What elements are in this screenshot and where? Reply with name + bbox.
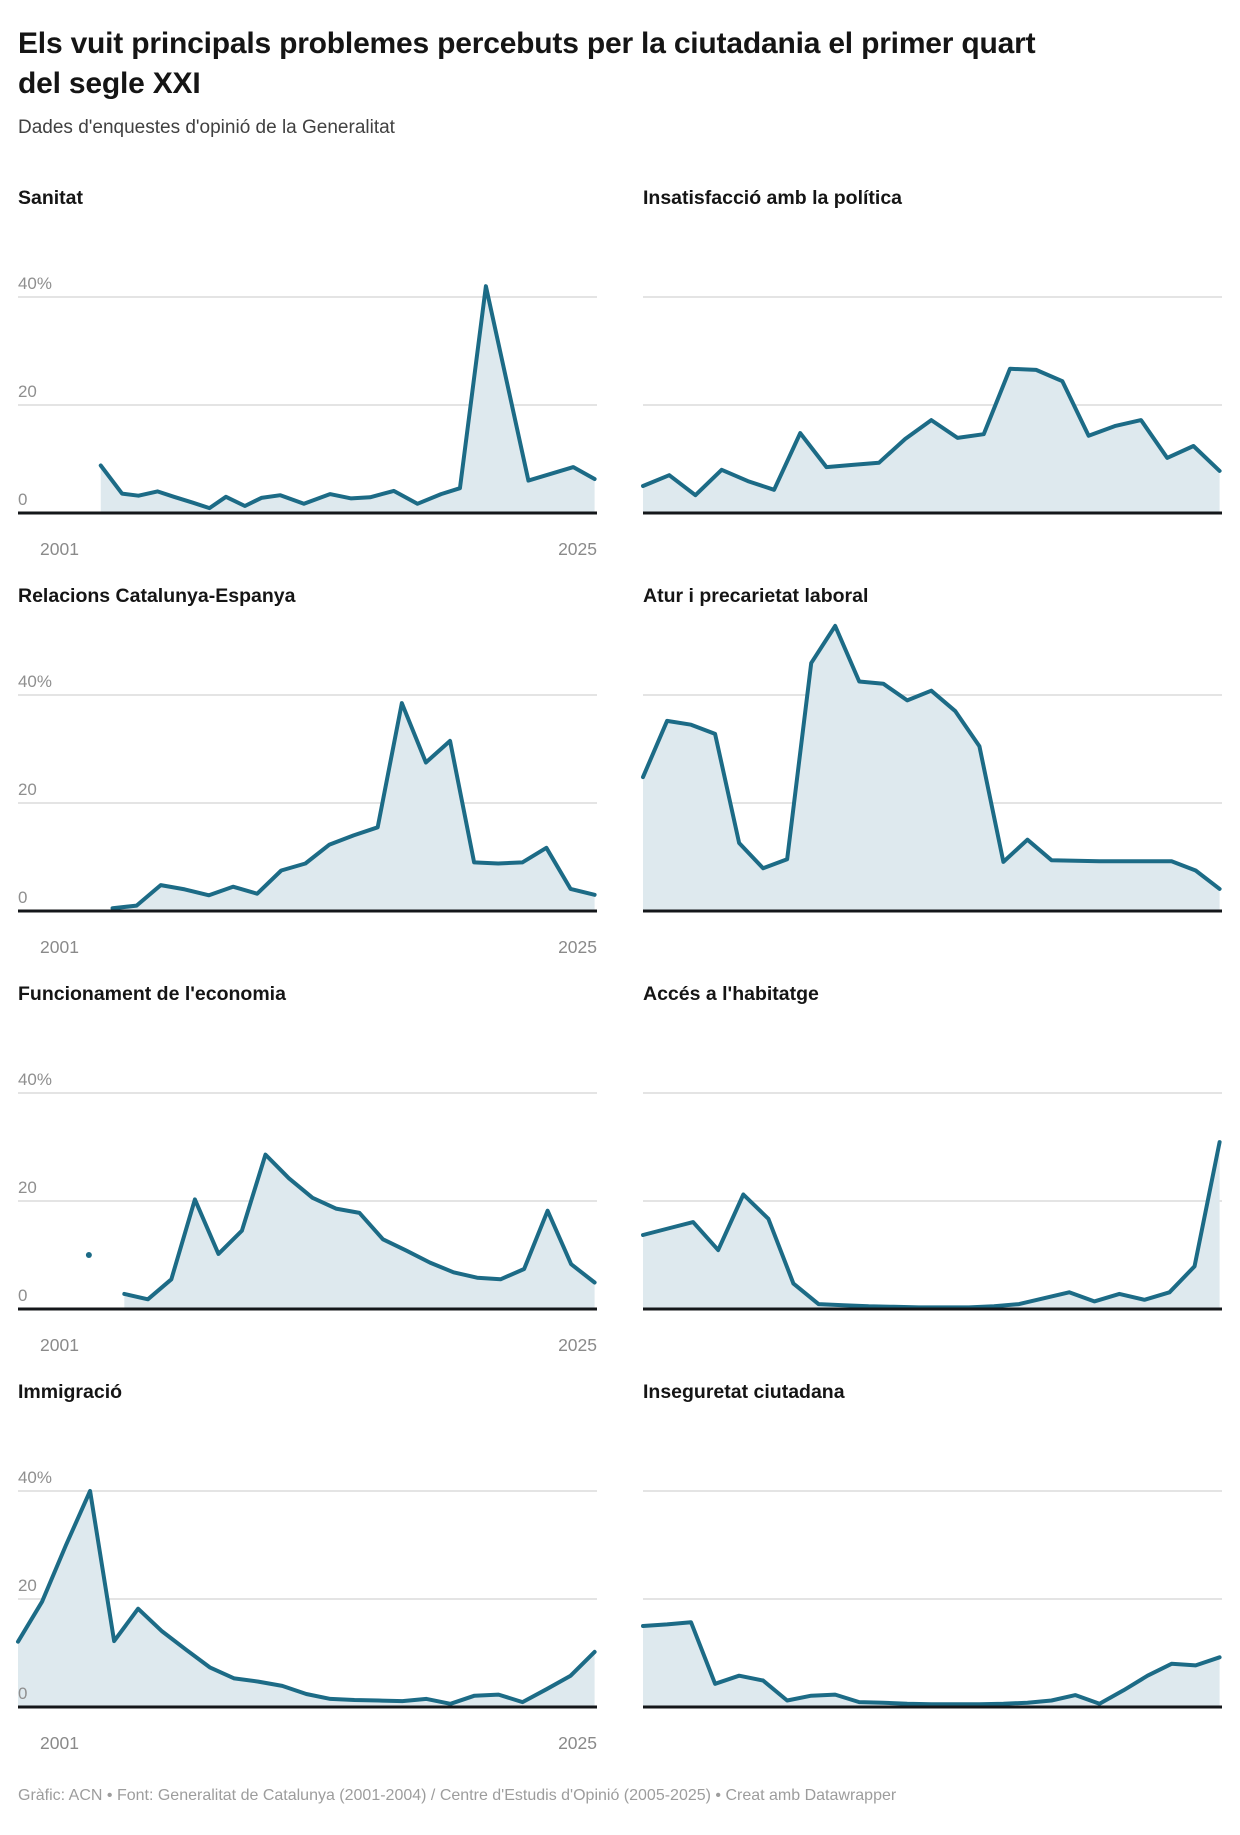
x-axis-labels: 2001 2025 [18, 1335, 597, 1361]
y-tick-label: 40% [18, 274, 52, 293]
x-tick-start: 2001 [40, 937, 79, 958]
y-tick-label: 40% [18, 1070, 52, 1089]
area-fill [643, 626, 1220, 912]
chart-grid: Sanitat 40% 20 0 2001 2025 Insatisfacció a… [16, 185, 1222, 1759]
chart-title: Funcionament de l'economia [18, 983, 286, 1006]
x-axis-labels [643, 1335, 1222, 1361]
chart-sanitat: Sanitat 40% 20 0 2001 2025 [18, 185, 597, 565]
data-line [110, 701, 597, 911]
x-axis-labels: 2001 2025 [18, 539, 597, 565]
chart-inseguretat-ciutadana: Inseguretat ciutadana [641, 1379, 1222, 1759]
area-chart-atur-precarietat [641, 624, 1222, 913]
data-line [641, 1620, 1222, 1707]
area-fill [643, 368, 1220, 514]
isolated-data-point [85, 1252, 92, 1259]
area-chart-sanitat: 40% 20 0 [18, 274, 597, 515]
page-subtitle: Dades d'enquestes d'opinió de la General… [18, 117, 395, 139]
y-tick-label: 0 [18, 1286, 27, 1305]
area-chart-insatisfaccio-politica [641, 296, 1222, 515]
area-fill [643, 1622, 1220, 1708]
page-title: Els vuit principals problemes percebuts … [18, 27, 1036, 100]
x-axis-labels [643, 1733, 1222, 1759]
data-line [16, 1489, 597, 1706]
header: Els vuit principals problemes percebuts … [18, 24, 1222, 139]
chart-title: Inseguretat ciutadana [643, 1381, 845, 1404]
area-fill [18, 1491, 595, 1708]
y-tick-label: 20 [18, 780, 37, 799]
y-tick-label: 40% [18, 672, 52, 691]
data-line [98, 284, 597, 511]
data-line [641, 624, 1222, 892]
chart-title: Relacions Catalunya-Espanya [18, 585, 296, 608]
chart-atur-precarietat: Atur i precarietat laboral [641, 583, 1222, 963]
y-tick-label: 40% [18, 1468, 52, 1487]
area-fill [643, 1142, 1220, 1310]
area-fill [112, 703, 595, 912]
data-line [641, 1140, 1222, 1310]
x-tick-end: 2025 [558, 539, 597, 560]
y-tick-label: 20 [18, 382, 37, 401]
x-tick-start: 2001 [40, 1733, 79, 1754]
x-tick-end: 2025 [558, 1335, 597, 1356]
x-axis-labels: 2001 2025 [18, 937, 597, 963]
y-tick-label: 0 [18, 888, 27, 907]
chart-relacions-catalunya-espanya: Relacions Catalunya-Espanya 40% 20 0 2001 … [18, 583, 597, 963]
x-tick-start: 2001 [40, 539, 79, 560]
chart-title: Sanitat [18, 187, 84, 210]
x-tick-end: 2025 [558, 1733, 597, 1754]
y-tick-label: 20 [18, 1576, 37, 1595]
area-fill [124, 1154, 595, 1310]
chart-title: Insatisfacció amb la política [643, 187, 903, 210]
area-chart-immigracio: 40% 20 0 [16, 1468, 597, 1709]
x-axis-labels: 2001 2025 [18, 1733, 597, 1759]
x-tick-start: 2001 [40, 1335, 79, 1356]
chart-acces-habitatge: Accés a l'habitatge [641, 981, 1222, 1361]
chart-title: Atur i precarietat laboral [643, 585, 869, 608]
area-chart-funcionament-economia: 40% 20 0 [18, 1070, 597, 1311]
x-tick-end: 2025 [558, 937, 597, 958]
chart-title: Immigració [18, 1381, 123, 1404]
area-chart-acces-habitatge [641, 1092, 1222, 1311]
x-axis-labels [643, 937, 1222, 963]
attribution-footer: Gràfic: ACN • Font: Generalitat de Catal… [18, 1787, 897, 1805]
x-axis-labels [643, 539, 1222, 565]
area-fill [100, 286, 595, 514]
area-chart-inseguretat-ciutadana [641, 1490, 1222, 1709]
y-tick-label: 20 [18, 1178, 37, 1197]
data-line [122, 1152, 597, 1302]
chart-title: Accés a l'habitatge [643, 983, 819, 1006]
chart-immigracio: Immigració 40% 20 0 2001 2025 [16, 1379, 597, 1759]
y-tick-label: 0 [18, 490, 27, 509]
chart-funcionament-economia: Funcionament de l'economia 40% 20 0 2001 2… [18, 981, 597, 1361]
data-line [641, 366, 1222, 498]
area-chart-relacions-catalunya-espanya: 40% 20 0 [18, 672, 597, 913]
chart-insatisfaccio-politica: Insatisfacció amb la política [641, 185, 1222, 565]
y-tick-label: 0 [18, 1684, 27, 1703]
